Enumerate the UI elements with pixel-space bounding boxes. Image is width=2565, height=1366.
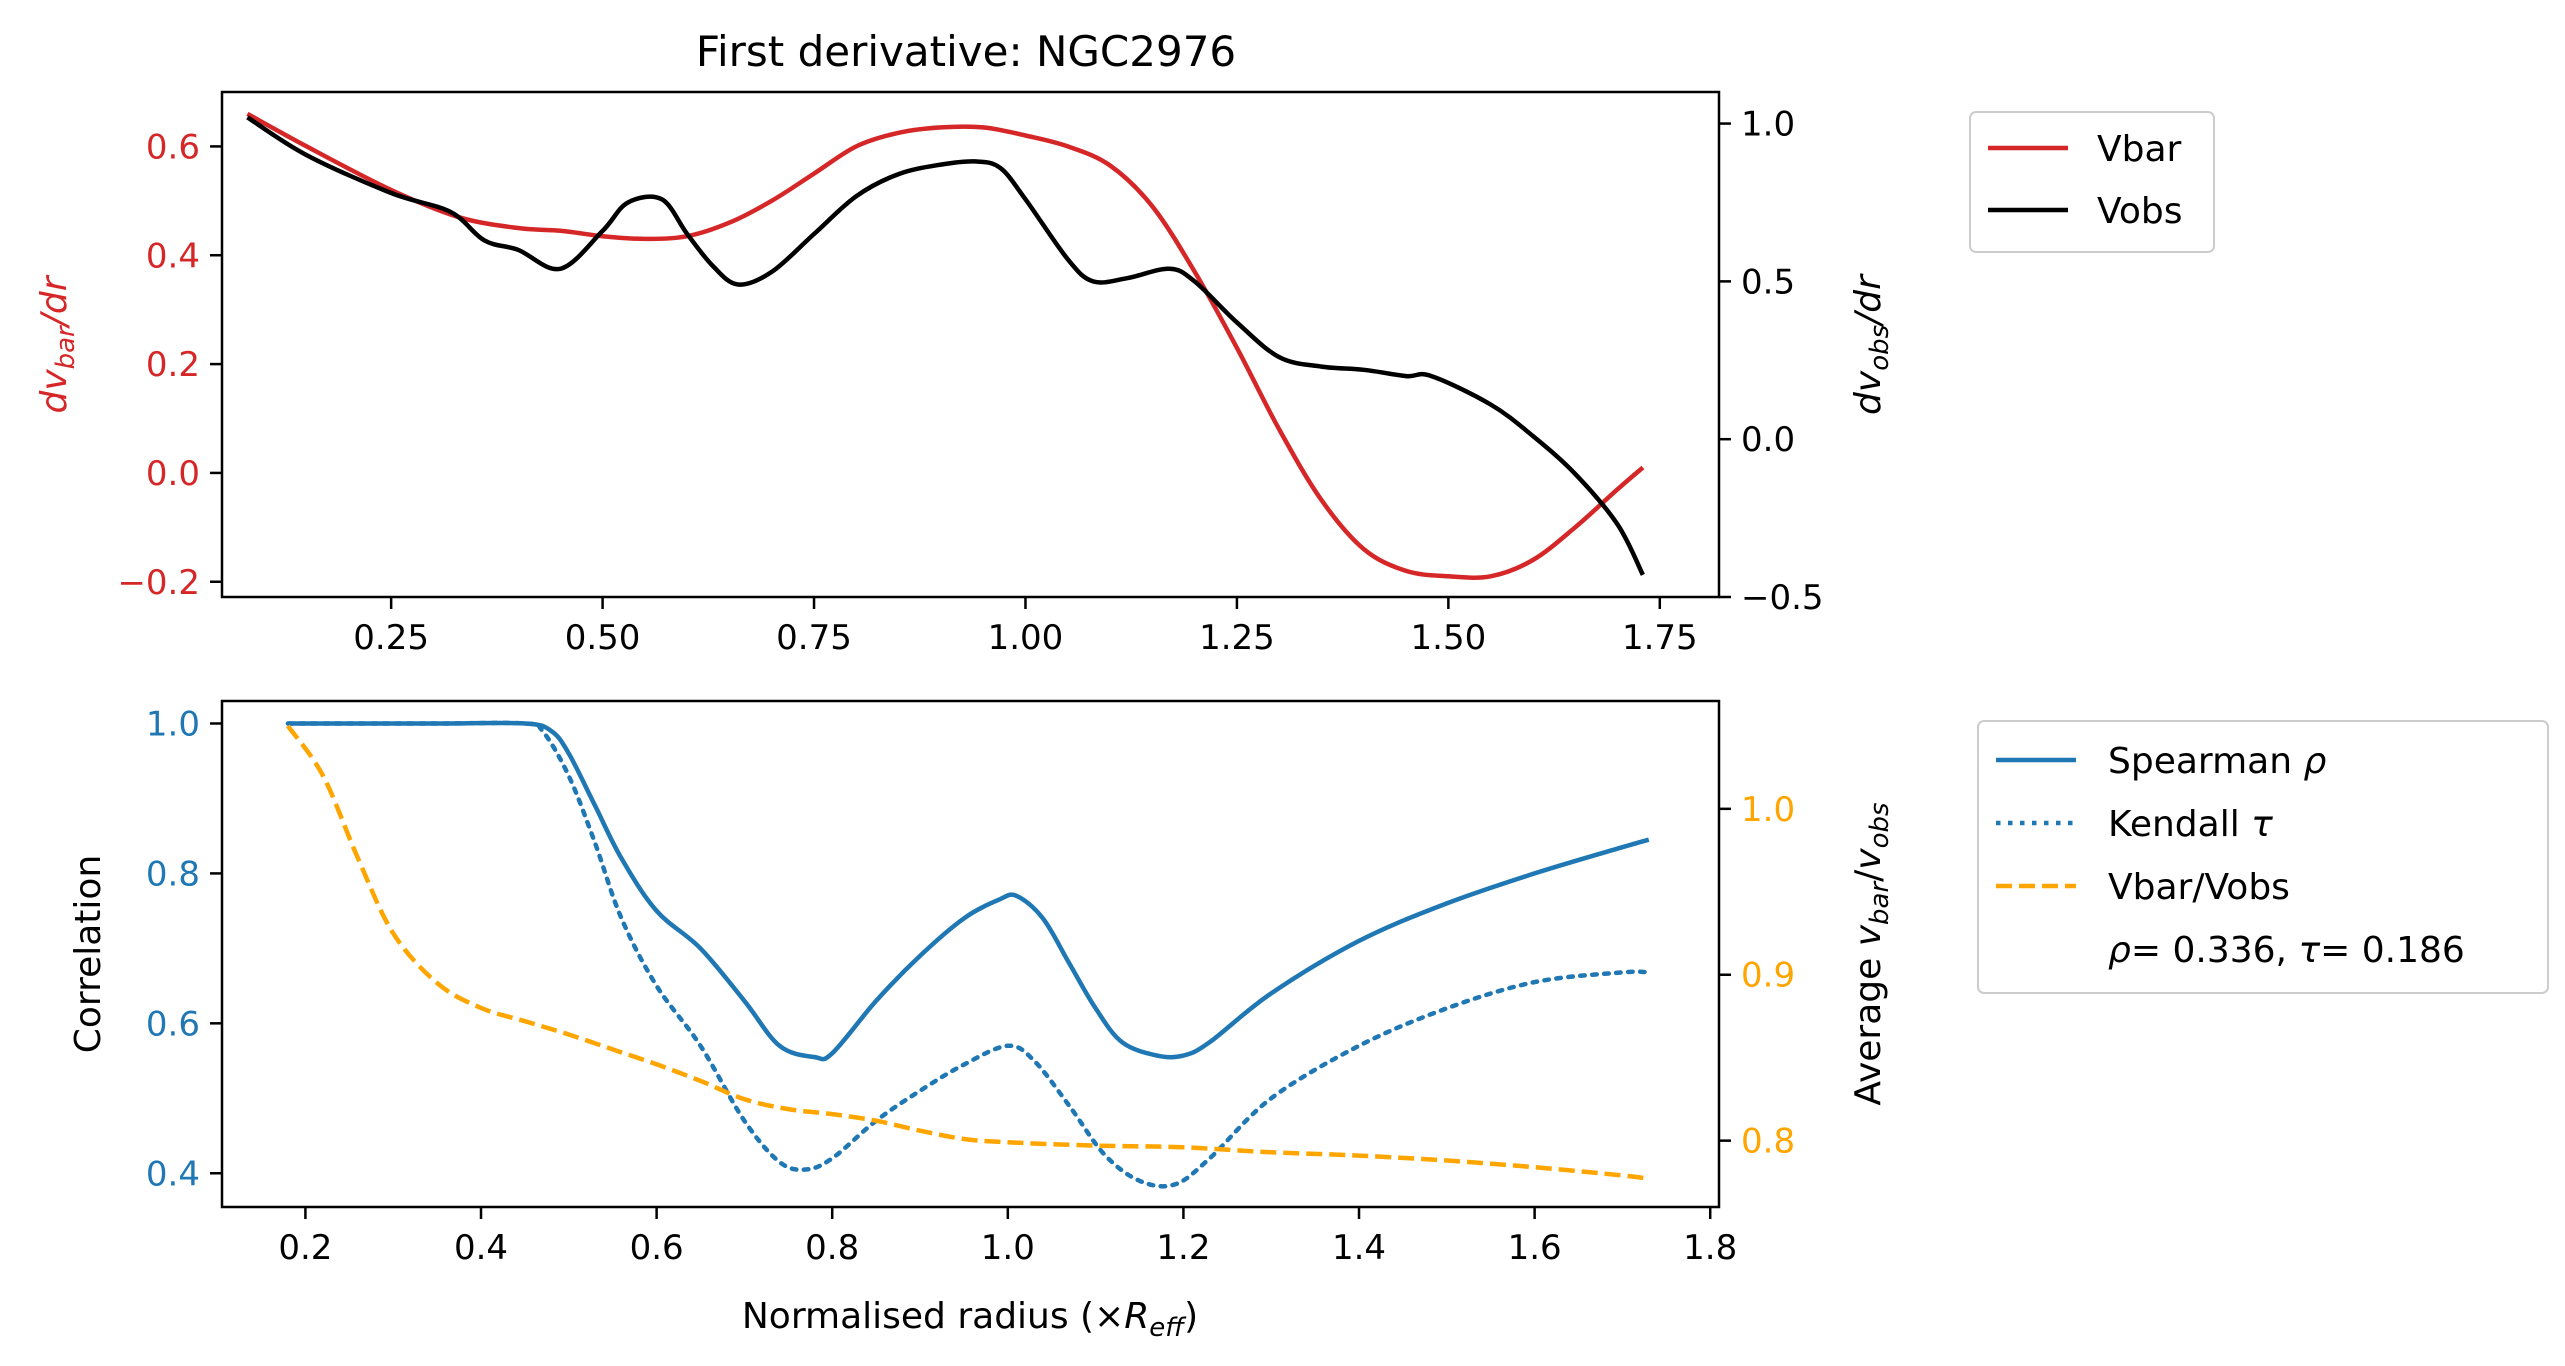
top-ytick-left-label: 0.2 [146,345,200,385]
bottom-xtick-label: 0.8 [805,1228,859,1268]
legend-label-spearman: Spearman ρ [2108,741,2326,782]
chart-title-top: First derivative: NGC2976 [696,27,1236,76]
top-xtick-label: 0.50 [565,618,641,658]
bottom-xtick-label: 0.4 [454,1228,508,1268]
bottom-ytick-right-label: 0.8 [1741,1122,1795,1162]
top-ytick-left-label: −0.2 [117,563,200,603]
top-ytick-right-label: 0.0 [1741,420,1795,460]
legend-label-kendall: Kendall τ [2108,804,2273,845]
top-ytick-right-label: 0.5 [1741,262,1795,302]
bottom-ytick-right-label: 0.9 [1741,956,1795,996]
bottom-ytick-left-label: 1.0 [146,704,200,744]
top-axes: 0.25 0.50 0.75 1.00 1.25 1.50 1.75 0.6 0.4 0.2 0.0… [117,105,1823,658]
top-plot-frame [220,90,1721,599]
bottom-xlabel: Normalised radius (×Reff) [742,1296,1198,1343]
legend-label-vobs: Vobs [2097,191,2182,232]
bottom-right-ylabel: Average vbar/vobs [1848,802,1895,1105]
top-xtick-label: 1.75 [1622,618,1698,658]
top-left-ylabel: dvbar/dr [34,274,81,413]
bottom-xtick-label: 1.8 [1683,1228,1737,1268]
bottom-plot-frame [220,699,1721,1209]
top-xtick-label: 1.00 [988,618,1064,658]
legend-label-vbar: Vbar [2097,129,2182,170]
top-ytick-right-label: −0.5 [1741,578,1824,618]
top-legend: Vbar Vobs [1969,111,2215,253]
bottom-ytick-right-label: 1.0 [1741,790,1795,830]
legend-stats: ρ= 0.336, τ= 0.186 [2108,930,2465,971]
legend-label-ratio: Vbar/Vobs [2108,867,2290,908]
bottom-xtick-label: 0.2 [278,1228,332,1268]
top-plot-lines [246,111,1645,580]
top-xtick-label: 1.25 [1199,618,1275,658]
bottom-ytick-left-label: 0.4 [146,1154,200,1194]
top-xtick-label: 0.75 [776,618,852,658]
bottom-ytick-left-label: 0.8 [146,854,200,894]
bottom-series-kendall [285,720,1652,1189]
bottom-legend: Spearman ρ Kendall τ Vbar/Vobs ρ= 0.336,… [1977,720,2549,994]
top-ytick-right-label: 1.0 [1741,105,1795,145]
bottom-left-ylabel: Correlation [68,855,109,1054]
top-ytick-left-label: 0.4 [146,236,200,276]
top-series-vobs [246,115,1645,576]
top-xtick-label: 1.50 [1411,618,1487,658]
bottom-xtick-label: 1.6 [1508,1228,1562,1268]
bottom-legend-box [1977,720,2549,994]
bottom-series-spearman [287,720,1650,1062]
bottom-series-vbar-vobs [286,724,1650,1182]
bottom-xtick-label: 1.2 [1156,1228,1210,1268]
top-right-ylabel: dvobs/dr [1848,273,1895,415]
top-xtick-label: 0.25 [353,618,429,658]
bottom-xtick-label: 0.6 [630,1228,684,1268]
bottom-axes: 0.2 0.4 0.6 0.8 1.0 1.2 1.4 1.6 1.8 1.0 0.8 0.6 0.4 1… [146,704,1795,1268]
bottom-ytick-left-label: 0.6 [146,1004,200,1044]
bottom-plot-lines [285,720,1652,1189]
top-ytick-left-label: 0.0 [146,454,200,494]
top-ytick-left-label: 0.6 [146,127,200,167]
top-series-vbar [246,111,1645,580]
bottom-xtick-label: 1.4 [1332,1228,1386,1268]
bottom-xtick-label: 1.0 [981,1228,1035,1268]
